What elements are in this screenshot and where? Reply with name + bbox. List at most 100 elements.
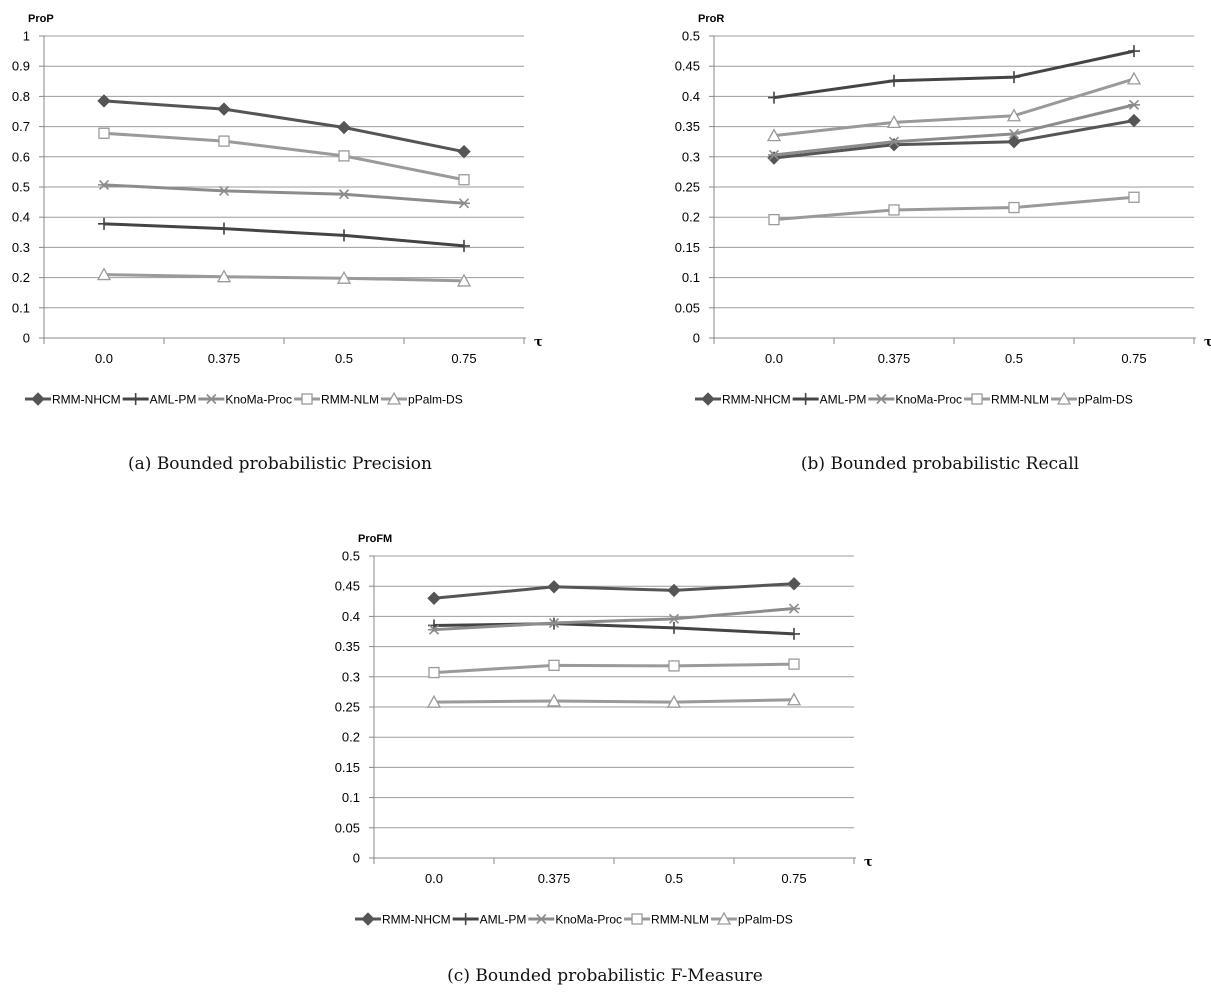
data-point [457,144,471,159]
y-tick-label: 0.5 [12,180,30,195]
chart-recall: ProR 0 0.05 0.1 0.15 0.2 0.25 0.3 0.35 0.4 0.45 0.5… [675,13,1211,407]
legend-item-ppalm-ds: pPalm-DS [711,911,793,927]
series-line [103,273,465,283]
caption-f-measure: (c) Bounded probabilistic F-Measure [447,966,763,986]
x-tick-label: 0.0 [95,351,113,366]
y-tick-label: 0.1 [12,300,30,315]
series-line [103,183,465,205]
series-line [773,103,1135,157]
data-point [98,127,110,139]
data-point [1128,45,1140,58]
data-point [338,150,350,162]
y-tick-label: 0.35 [675,119,700,134]
series-ppalm-ds [766,71,1142,142]
legend-label: KnoMa-Proc [895,393,962,407]
x-axis-label: τ [534,335,543,350]
legend-marker [535,913,548,925]
y-tick-label: 0.05 [335,820,360,835]
y-tick-label: 0.35 [335,639,360,654]
data-point [768,149,780,161]
data-point [667,583,681,598]
legend: RMM-NHCM AML-PM KnoMa-Proc RMM-NLM pPalm-DS [25,391,463,407]
legend-marker [1056,391,1072,405]
legend-marker [701,392,715,406]
legend-label: pPalm-DS [1078,393,1133,407]
y-tick-label: 0.7 [12,119,30,134]
data-point [426,694,442,708]
y-tick-label: 0.5 [342,549,360,564]
x-tick-label: 0.75 [451,351,476,366]
data-point [768,91,780,104]
data-point [1008,201,1020,214]
data-point [218,222,230,235]
x-tick-label: 0.5 [1005,351,1023,366]
data-point [666,694,682,708]
data-point [886,115,902,129]
y-tick-label: 0.2 [12,270,30,285]
legend-marker [716,911,732,925]
y-tick-label: 0.45 [335,579,360,594]
legend-marker [31,392,45,406]
data-point [547,580,561,594]
legend-item-aml-pm: AML-PM [122,393,197,407]
x-tick-label: 0.375 [878,351,911,366]
data-point [338,229,350,242]
x-tick-label: 0.5 [665,871,683,886]
legend-marker [971,393,983,405]
data-point [766,128,782,142]
legend-item-aml-pm: AML-PM [452,913,526,927]
legend-label: KnoMa-Proc [555,913,622,927]
y-axis-label: ProFM [358,533,392,545]
legend-label: AML-PM [820,393,867,407]
x-tick-label: 0.375 [538,871,571,886]
data-point [888,204,900,216]
x-tick-label: 0.0 [765,351,783,366]
data-point [1126,71,1142,85]
data-point [786,692,802,706]
series-aml-pm [98,217,470,252]
legend-label: AML-PM [150,393,197,407]
series-ppalm-ds [426,692,802,708]
x-axis-label: τ [864,855,873,870]
legend-marker [459,913,472,925]
data-point [456,273,472,287]
legend-label: RMM-NHCM [382,913,451,927]
y-tick-label: 0.9 [12,59,30,74]
legend-marker [361,912,375,926]
legend: RMM-NHCM AML-PM KnoMa-Proc RMM-NLM pPalm-DS [355,911,793,927]
legend-label: RMM-NHCM [722,393,791,407]
data-point [788,603,800,614]
legend-item-ppalm-ds: pPalm-DS [381,391,463,407]
y-tick-label: 0.3 [12,240,30,255]
x-tick-label: 0.0 [425,871,443,886]
data-point [1128,191,1140,203]
y-tick-label: 0.4 [342,609,360,624]
y-tick-label: 0.05 [675,300,700,315]
chart-precision: ProP 0 0.1 0.2 0.3 0.4 0.5 0.6 0.7 0.8 0.9 1 0.0 0.37… [12,13,543,407]
data-point [427,591,441,605]
data-point [548,617,560,629]
data-point [338,189,350,200]
data-point [218,185,230,196]
legend-label: pPalm-DS [408,393,463,407]
x-tick-label: 0.375 [208,351,241,366]
series-rmm-nlm [98,127,470,186]
series-line [103,131,465,182]
series-line [433,607,795,632]
series-line [433,698,795,704]
data-point [888,136,900,147]
y-axis-label: ProP [28,13,54,25]
legend-label: RMM-NHCM [52,393,121,407]
y-tick-label: 0.15 [675,240,700,255]
data-point [1008,128,1020,139]
legend-marker [386,391,402,405]
data-point [768,213,780,226]
y-tick-label: 0.3 [682,149,700,164]
legend-item-knoma-proc: KnoMa-Proc [528,913,622,927]
data-point [668,613,680,624]
series-line [773,119,1135,160]
data-point [337,120,351,135]
legend-marker [129,393,142,405]
legend-label: RMM-NLM [651,913,709,927]
y-tick-label: 0.6 [12,149,30,164]
